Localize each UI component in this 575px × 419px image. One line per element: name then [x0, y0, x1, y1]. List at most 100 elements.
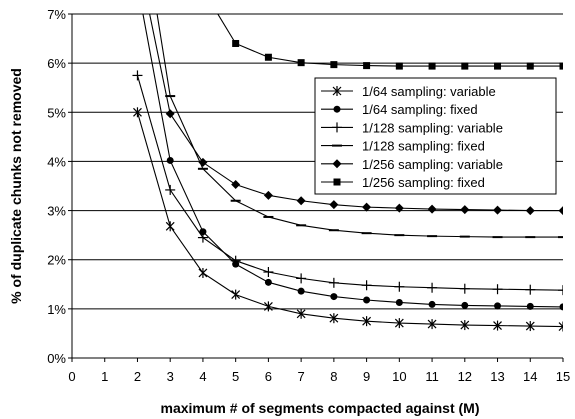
series-line — [149, 14, 563, 212]
data-point — [362, 202, 372, 212]
legend-box — [314, 77, 557, 195]
x-tick-label: 6 — [265, 369, 272, 384]
data-point — [232, 39, 240, 47]
legend-label: 1/64 sampling: variable — [362, 84, 496, 99]
y-tick-label: 6% — [47, 56, 66, 71]
data-point — [362, 316, 372, 327]
data-point — [198, 157, 208, 167]
x-axis-label: maximum # of segments compacted against … — [161, 400, 480, 416]
data-point — [133, 107, 142, 118]
data-point — [132, 70, 143, 81]
data-point — [525, 206, 535, 216]
legend-entry: 1/64 sampling: fixed — [321, 102, 478, 117]
data-point — [395, 298, 403, 306]
data-point — [558, 206, 563, 216]
data-point — [460, 205, 470, 215]
data-point — [493, 205, 503, 215]
legend-label: 1/128 sampling: variable — [362, 120, 503, 135]
data-point — [263, 190, 273, 200]
data-point — [428, 62, 436, 70]
legend-entry: 1/256 sampling: variable — [321, 157, 503, 172]
legend-marker — [332, 86, 342, 96]
data-point — [231, 180, 241, 190]
series-diamond — [149, 14, 563, 216]
data-point — [199, 228, 207, 236]
y-axis-label: % of duplicate chunks not removed — [8, 68, 24, 304]
data-point — [494, 302, 502, 310]
legend-items: 1/64 sampling: variable 1/64 sampling: fi… — [321, 84, 503, 190]
x-tick-labels: 0 1 2 3 4 5 6 7 8 9 10 11 12 13 14 15 — [68, 358, 570, 384]
series-circle — [142, 14, 563, 311]
legend-entry: 1/128 sampling: variable — [321, 120, 503, 135]
series-asterisk — [133, 107, 563, 332]
data-point — [461, 62, 469, 70]
data-point — [427, 204, 437, 214]
data-point — [361, 280, 372, 291]
data-point — [559, 303, 563, 311]
legend-label: 1/256 sampling: variable — [362, 157, 503, 172]
data-point — [230, 255, 241, 266]
x-tick-label: 4 — [199, 369, 206, 384]
data-point — [427, 282, 438, 293]
y-tick-label: 3% — [47, 204, 66, 219]
data-point — [558, 285, 563, 296]
data-point — [330, 293, 338, 301]
data-point — [363, 62, 371, 70]
data-point — [328, 277, 339, 288]
data-point — [526, 302, 534, 310]
data-point — [263, 301, 273, 312]
data-point — [526, 62, 534, 70]
data-point — [492, 284, 503, 295]
series-line — [156, 14, 563, 238]
series-dash — [156, 14, 563, 239]
data-point — [363, 296, 371, 304]
legend-label: 1/128 sampling: fixed — [362, 139, 485, 154]
data-point — [296, 308, 306, 319]
x-tick-label: 9 — [363, 369, 370, 384]
data-point — [297, 287, 305, 295]
data-point — [231, 289, 241, 300]
data-point — [296, 273, 307, 284]
data-point — [296, 196, 306, 206]
data-point — [198, 267, 208, 278]
data-point — [428, 300, 436, 308]
data-point — [166, 156, 174, 164]
data-point — [394, 203, 404, 213]
data-point — [165, 184, 176, 195]
legend-entry: 1/64 sampling: variable — [321, 84, 496, 99]
x-tick-label: 11 — [425, 369, 439, 384]
data-point — [264, 278, 272, 286]
x-tick-label: 14 — [523, 369, 537, 384]
data-point — [461, 301, 469, 309]
x-tick-label: 12 — [458, 369, 472, 384]
data-point — [494, 62, 502, 70]
legend: 1/64 sampling: variable 1/64 sampling: fi… — [314, 77, 557, 195]
data-point — [460, 320, 470, 331]
legend-entry: 1/128 sampling: fixed — [321, 139, 485, 154]
x-tick-label: 5 — [232, 369, 239, 384]
series-line — [142, 14, 563, 308]
legend-label: 1/256 sampling: fixed — [362, 175, 485, 190]
y-tick-label: 4% — [47, 154, 66, 169]
data-point — [558, 321, 563, 332]
x-tick-label: 13 — [490, 369, 504, 384]
legend-marker — [333, 178, 341, 186]
data-point — [394, 318, 404, 329]
y-tick-label: 7% — [47, 7, 66, 22]
y-tick-label: 2% — [47, 253, 66, 268]
data-point — [330, 61, 338, 69]
data-point — [493, 320, 502, 331]
series-line — [136, 75, 563, 291]
data-point — [395, 62, 403, 70]
legend-entry: 1/256 sampling: fixed — [321, 175, 485, 190]
series-plus — [132, 70, 563, 296]
data-point — [525, 321, 535, 332]
data-point — [165, 221, 175, 232]
series-layer — [132, 14, 563, 332]
data-point — [459, 283, 470, 294]
data-point — [394, 281, 405, 292]
data-point — [329, 200, 339, 210]
x-tick-label: 3 — [167, 369, 174, 384]
data-point — [263, 267, 274, 277]
data-point — [197, 232, 208, 243]
